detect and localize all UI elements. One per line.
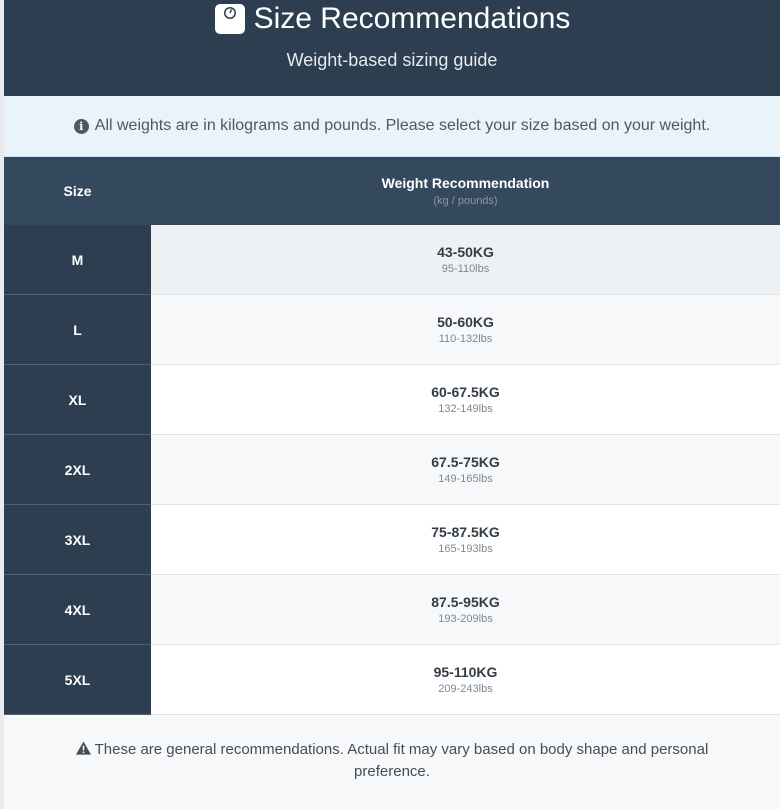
size-cell: XL [4, 364, 151, 435]
weight-cell: 50-60KG 110-132lbs [151, 294, 780, 365]
disclaimer-text: These are general recommendations. Actua… [94, 741, 709, 780]
table-row: 2XL 67.5-75KG 149-165lbs [4, 434, 780, 505]
title-text: Size Recommendations [253, 2, 571, 35]
weight-cell: 87.5-95KG 193-209lbs [151, 574, 780, 645]
weight-cell: 43-50KG 95-110lbs [151, 225, 780, 295]
weight-lbs: 193-209lbs [438, 613, 493, 625]
col-size-header: Size [4, 157, 151, 225]
table-row: 5XL 95-110KG 209-243lbs [4, 644, 780, 715]
table-header-row: Size Weight Recommendation (kg / pounds) [4, 157, 780, 225]
weight-kg: 95-110KG [433, 664, 498, 680]
weight-lbs: 110-132lbs [438, 333, 493, 345]
size-table: Size Weight Recommendation (kg / pounds)… [4, 157, 780, 715]
weight-kg: 75-87.5KG [431, 524, 500, 540]
size-cell: 5XL [4, 644, 151, 715]
table-row: XL 60-67.5KG 132-149lbs [4, 364, 780, 435]
info-banner: i All weights are in kilograms and pound… [4, 96, 780, 157]
weight-kg: 60-67.5KG [431, 384, 500, 400]
subtitle: Weight-based sizing guide [286, 50, 498, 70]
weight-kg: 43-50KG [437, 244, 494, 260]
size-guide: Size Recommendations Weight-based sizing… [4, 0, 780, 809]
weight-lbs: 165-193lbs [438, 543, 493, 555]
weight-scale-icon [214, 4, 245, 34]
col-weight-header: Weight Recommendation (kg / pounds) [151, 157, 780, 225]
weight-cell: 95-110KG 209-243lbs [151, 644, 780, 715]
weight-lbs: 149-165lbs [438, 473, 493, 485]
weight-cell: 67.5-75KG 149-165lbs [151, 434, 780, 505]
weight-kg: 67.5-75KG [431, 454, 500, 470]
size-cell: 4XL [4, 574, 151, 645]
col-weight-subtitle: (kg / pounds) [433, 195, 498, 207]
info-text: All weights are in kilograms and pounds.… [94, 117, 711, 134]
table-row: M 43-50KG 95-110lbs [4, 225, 780, 295]
size-cell: L [4, 294, 151, 365]
page-title: Size Recommendations [4, 0, 780, 38]
header: Size Recommendations Weight-based sizing… [4, 0, 780, 96]
size-cell: 3XL [4, 504, 151, 575]
disclaimer: These are general recommendations. Actua… [4, 715, 780, 809]
info-circle-icon: i [73, 118, 89, 134]
table-row: L 50-60KG 110-132lbs [4, 294, 780, 365]
table-row: 3XL 75-87.5KG 165-193lbs [4, 504, 780, 575]
warning-triangle-icon [75, 741, 91, 755]
weight-kg: 50-60KG [437, 314, 494, 330]
table-row: 4XL 87.5-95KG 193-209lbs [4, 574, 780, 645]
size-cell: M [4, 225, 151, 295]
weight-lbs: 132-149lbs [438, 403, 493, 415]
weight-cell: 60-67.5KG 132-149lbs [151, 364, 780, 435]
weight-kg: 87.5-95KG [431, 594, 500, 610]
weight-cell: 75-87.5KG 165-193lbs [151, 504, 780, 575]
size-cell: 2XL [4, 434, 151, 505]
col-weight-title: Weight Recommendation [381, 175, 550, 191]
weight-lbs: 209-243lbs [438, 683, 493, 695]
weight-lbs: 95-110lbs [441, 263, 490, 275]
